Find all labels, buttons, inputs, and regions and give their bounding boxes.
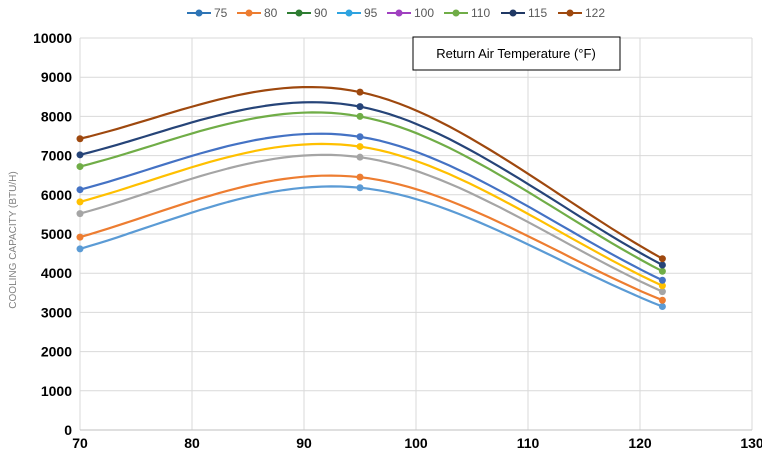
chart-grid (79, 37, 753, 431)
x-tick-label: 110 (517, 435, 540, 451)
data-point (356, 133, 364, 141)
legend-item[interactable]: 75 (187, 6, 228, 20)
legend-label: 90 (314, 6, 328, 20)
x-tick-label: 70 (72, 435, 88, 451)
legend-marker (395, 9, 403, 17)
x-tick-label: 120 (628, 435, 652, 451)
data-point (658, 282, 666, 290)
data-point (658, 296, 666, 304)
data-point (356, 184, 364, 192)
legend-label: 75 (214, 6, 228, 20)
data-point (76, 198, 84, 206)
legend-label: 80 (264, 6, 278, 20)
y-tick-label: 7000 (41, 148, 72, 164)
legend-marker (295, 9, 303, 17)
legend-label: 122 (585, 6, 605, 20)
annotation-text: Return Air Temperature (°F) (436, 46, 596, 61)
y-tick-label: 6000 (41, 187, 72, 203)
legend-item[interactable]: 90 (287, 6, 328, 20)
data-point (658, 261, 666, 269)
legend-label: 95 (364, 6, 378, 20)
x-tick-label: 90 (296, 435, 312, 451)
data-point (76, 163, 84, 171)
data-point (76, 151, 84, 159)
legend-marker (245, 9, 253, 17)
data-point (76, 245, 84, 253)
y-tick-label: 0 (64, 422, 72, 438)
y-tick-label: 2000 (41, 344, 72, 360)
data-point (76, 233, 84, 241)
data-point (658, 267, 666, 275)
data-point (658, 276, 666, 284)
data-point (356, 112, 364, 120)
data-point (658, 288, 666, 296)
legend-item[interactable]: 95 (337, 6, 378, 20)
legend-label: 115 (528, 6, 547, 20)
legend-marker (566, 9, 574, 17)
series-line (79, 174, 663, 302)
y-tick-label: 3000 (41, 304, 72, 320)
x-tick-label: 80 (184, 435, 200, 451)
legend-item[interactable]: 110 (444, 6, 490, 20)
legend-marker (345, 9, 353, 17)
data-point (356, 88, 364, 96)
y-tick-label: 9000 (41, 69, 72, 85)
data-point (356, 153, 364, 161)
x-tick-label: 100 (404, 435, 428, 451)
y-tick-label: 4000 (41, 265, 72, 281)
y-tick-label: 8000 (41, 108, 72, 124)
y-tick-label: 1000 (41, 383, 72, 399)
data-point (356, 143, 364, 151)
data-point (76, 186, 84, 194)
y-tick-label: 10000 (33, 30, 72, 46)
y-axis-label: COOLING CAPACITY (BTU/H) (8, 171, 19, 308)
legend-item[interactable]: 100 (387, 6, 434, 20)
data-point (76, 210, 84, 218)
x-tick-label: 130 (740, 435, 762, 451)
data-point (356, 173, 364, 181)
legend-label: 110 (471, 6, 490, 20)
chart-axes: 70 80 90 100 110 120 130 0 1000 2000 3000 4000 5000 6… (33, 30, 762, 451)
legend-label: 100 (414, 6, 434, 20)
data-point (658, 255, 666, 263)
data-point (356, 103, 364, 111)
legend-item[interactable]: 122 (558, 6, 605, 20)
legend-marker (195, 9, 203, 17)
annotation-box: Return Air Temperature (°F) (412, 36, 621, 71)
data-point (76, 135, 84, 143)
legend[interactable]: 75 80 90 95 100 110 115 122 (187, 6, 605, 20)
legend-item[interactable]: 80 (237, 6, 278, 20)
data-point (658, 303, 666, 311)
legend-item[interactable]: 115 (501, 6, 547, 20)
legend-marker (509, 9, 517, 17)
legend-marker (452, 9, 460, 17)
series-layer (76, 85, 666, 311)
y-tick-label: 5000 (41, 226, 72, 242)
